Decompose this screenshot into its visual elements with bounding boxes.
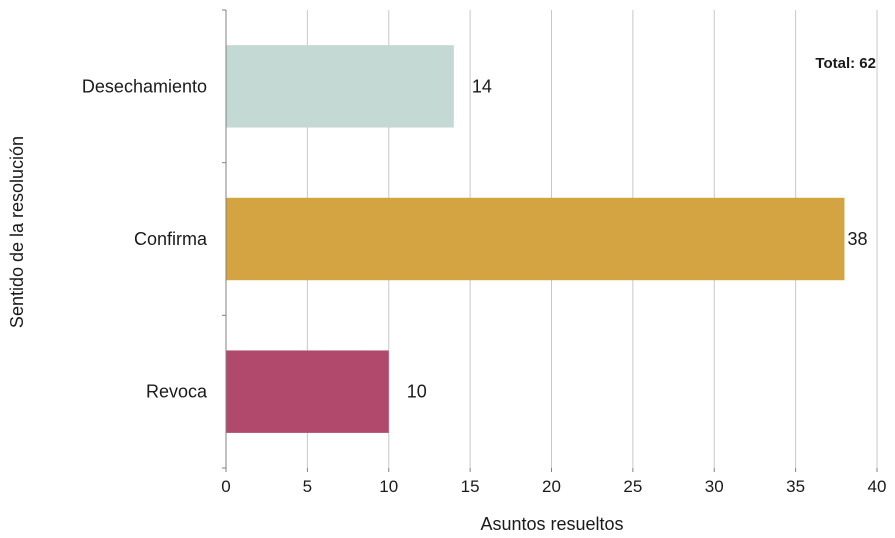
bar-desechamiento bbox=[226, 45, 454, 128]
x-tick-labels: 0 5 10 15 20 25 30 35 40 bbox=[221, 477, 886, 496]
x-tick-label: 15 bbox=[461, 477, 480, 496]
data-label: 38 bbox=[847, 229, 867, 249]
x-tick-label: 10 bbox=[379, 477, 398, 496]
bars bbox=[226, 45, 845, 433]
data-label: 14 bbox=[472, 76, 492, 96]
category-label: Revoca bbox=[146, 382, 208, 402]
total-annotation: Total: 62 bbox=[815, 55, 876, 72]
axes bbox=[222, 9, 227, 469]
x-tick-label: 30 bbox=[705, 477, 724, 496]
y-axis-title: Sentido de la resolución bbox=[7, 136, 27, 328]
data-labels: 14 38 10 bbox=[407, 76, 868, 401]
category-label: Confirma bbox=[134, 229, 208, 249]
x-tick-label: 25 bbox=[623, 477, 642, 496]
x-tick-label: 35 bbox=[786, 477, 805, 496]
category-label: Desechamiento bbox=[82, 76, 207, 96]
x-axis-title: Asuntos resueltos bbox=[480, 514, 623, 534]
data-label: 10 bbox=[407, 382, 427, 402]
bar-revoca bbox=[226, 350, 389, 433]
bar-confirma bbox=[226, 197, 845, 281]
x-tick-label: 40 bbox=[868, 477, 887, 496]
x-tick-label: 0 bbox=[221, 477, 230, 496]
category-labels: Desechamiento Confirma Revoca bbox=[82, 76, 208, 401]
x-tick-label: 5 bbox=[303, 477, 312, 496]
x-tick-label: 20 bbox=[542, 477, 561, 496]
